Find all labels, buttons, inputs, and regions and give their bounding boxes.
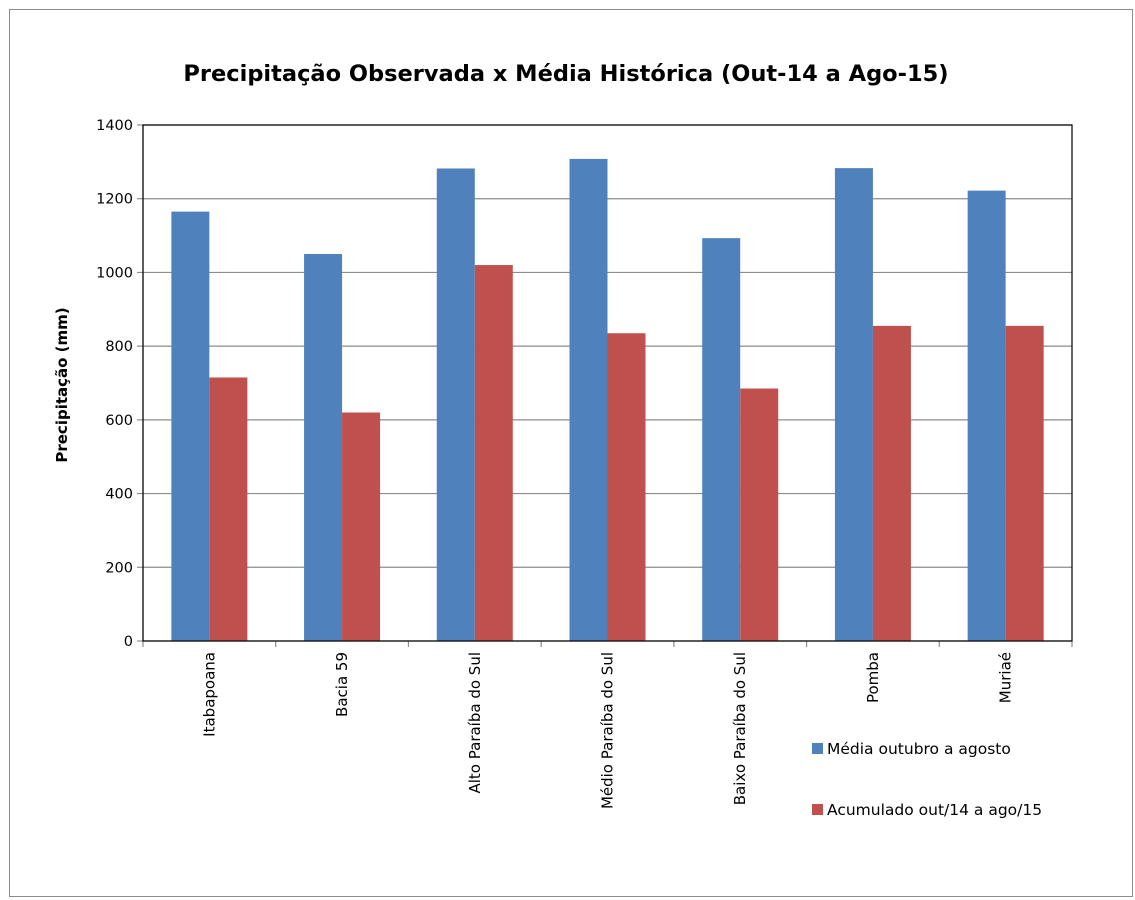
bar-acumulado-0 bbox=[209, 377, 248, 641]
axes bbox=[137, 124, 1073, 647]
y-tick-label: 800 bbox=[105, 339, 133, 355]
bar-acumulado-5 bbox=[872, 325, 911, 641]
legend: Média outubro a agosto Acumulado out/14 a… bbox=[812, 740, 1042, 819]
x-tick-label: Itabapoana bbox=[200, 652, 218, 737]
y-tick-labels: 0 200 400 600 800 1000 1200 1400 bbox=[96, 118, 133, 650]
y-axis-label: Precipitação (mm) bbox=[53, 307, 71, 462]
y-tick-label: 200 bbox=[105, 560, 133, 576]
bar-acumulado-3 bbox=[607, 333, 646, 641]
x-tick-label: Muriaé bbox=[997, 652, 1015, 703]
x-tick-label: Baixo Paraíba do Sul bbox=[731, 652, 749, 805]
plot-area-border bbox=[142, 124, 1073, 642]
x-tick-label: Bacia 59 bbox=[333, 652, 351, 717]
legend-swatch bbox=[812, 743, 823, 754]
bar-acumulado-4 bbox=[740, 388, 779, 641]
bar-media-1 bbox=[304, 254, 343, 641]
legend-item: Média outubro a agosto bbox=[812, 740, 1011, 758]
bar-acumulado-6 bbox=[1005, 325, 1044, 641]
y-tick-label: 600 bbox=[105, 413, 133, 429]
chart-title: Precipitação Observada x Média Histórica… bbox=[183, 61, 948, 87]
y-tick-label: 1200 bbox=[96, 192, 133, 208]
y-tick-label: 1000 bbox=[96, 265, 133, 281]
y-tick-label: 400 bbox=[105, 487, 133, 503]
legend-label: Acumulado out/14 a ago/15 bbox=[827, 801, 1042, 819]
bar-media-5 bbox=[834, 168, 873, 641]
bar-media-3 bbox=[569, 158, 608, 641]
legend-label: Média outubro a agosto bbox=[827, 740, 1011, 758]
bar-media-4 bbox=[702, 238, 741, 641]
bars bbox=[171, 158, 1044, 641]
y-tick-label: 1400 bbox=[96, 118, 133, 134]
legend-swatch bbox=[812, 804, 823, 815]
x-tick-labels: Itabapoana Bacia 59 Alto Paraíba do Sul Méd… bbox=[200, 652, 1014, 809]
x-tick-label: Pomba bbox=[864, 652, 882, 703]
x-tick-label: Médio Paraíba do Sul bbox=[599, 652, 617, 809]
bar-acumulado-2 bbox=[474, 265, 513, 641]
x-tick-label: Alto Paraíba do Sul bbox=[466, 652, 484, 794]
bar-media-6 bbox=[967, 190, 1006, 641]
bar-acumulado-1 bbox=[342, 412, 381, 641]
y-tick-label: 0 bbox=[124, 634, 133, 650]
bar-media-2 bbox=[436, 168, 475, 641]
bar-media-0 bbox=[171, 211, 210, 641]
legend-item: Acumulado out/14 a ago/15 bbox=[812, 801, 1042, 819]
